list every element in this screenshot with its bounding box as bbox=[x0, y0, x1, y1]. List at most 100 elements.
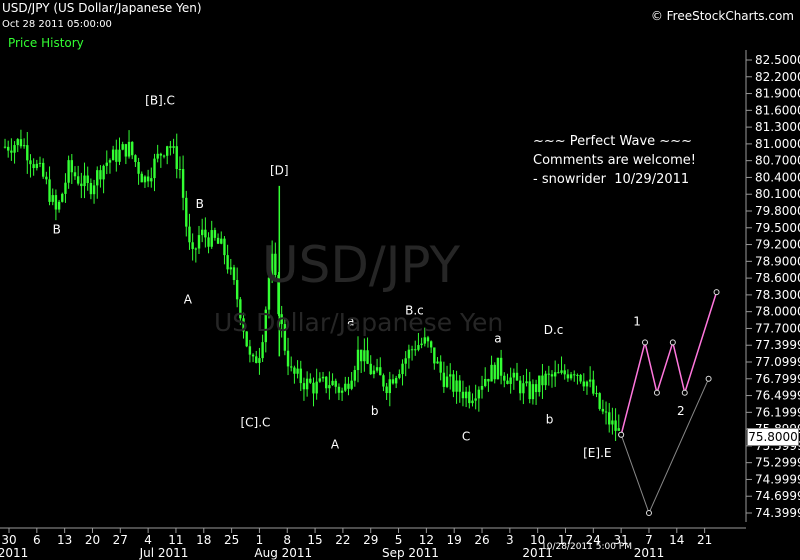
x-tick-label: 3 bbox=[506, 533, 514, 547]
wave-label: D.c bbox=[544, 323, 564, 337]
candle-body bbox=[19, 139, 23, 147]
x-tick-label: 13 bbox=[57, 533, 72, 547]
note-line-1: ~~~ Perfect Wave ~~~ bbox=[533, 134, 692, 149]
wave-label: B.c bbox=[405, 303, 424, 317]
watermark-symbol: USD/JPY bbox=[262, 236, 461, 294]
x-tick-label: 18 bbox=[196, 533, 211, 547]
candlestick-series bbox=[3, 129, 620, 441]
candle-body bbox=[372, 370, 376, 375]
candle-body bbox=[474, 398, 477, 401]
candle-body bbox=[277, 274, 280, 315]
candle-body bbox=[452, 374, 455, 392]
x-tick-label: 14 bbox=[669, 533, 684, 547]
candle-body bbox=[461, 391, 465, 399]
candle-body bbox=[283, 324, 287, 351]
candle-body bbox=[48, 179, 51, 202]
candle-body bbox=[172, 146, 175, 148]
candle-body bbox=[83, 175, 86, 187]
candle-body bbox=[143, 176, 147, 183]
candle-body bbox=[105, 162, 108, 166]
candle-body bbox=[175, 146, 178, 170]
candle-body bbox=[270, 253, 274, 278]
copyright-text[interactable]: © FreeStockCharts.com bbox=[650, 9, 794, 23]
candle-body bbox=[436, 361, 439, 364]
candle-body bbox=[162, 155, 166, 157]
candle-body bbox=[80, 183, 83, 187]
candle-body bbox=[239, 299, 242, 319]
y-tick-label: 74.9999 bbox=[755, 472, 800, 486]
candle-body bbox=[344, 383, 347, 391]
candle-body bbox=[3, 146, 7, 148]
candle-body bbox=[398, 374, 401, 378]
last-bar-timestamp: 10/28/2011 5:00 PM bbox=[541, 542, 632, 552]
candle-body bbox=[404, 358, 407, 364]
y-tick-label: 80.1000 bbox=[755, 187, 800, 201]
candle-body bbox=[191, 242, 194, 249]
candle-body bbox=[369, 363, 372, 375]
y-tick-label: 78.9000 bbox=[755, 254, 800, 268]
candle-body bbox=[232, 267, 236, 281]
candle-body bbox=[169, 146, 172, 148]
candle-body bbox=[385, 386, 388, 394]
candle-body bbox=[35, 163, 39, 169]
candle-body bbox=[296, 368, 299, 374]
wave-label: 1 bbox=[633, 315, 641, 329]
candle-body bbox=[423, 337, 426, 344]
candle-body bbox=[210, 230, 213, 247]
candle-body bbox=[541, 375, 544, 386]
candle-body bbox=[38, 162, 42, 164]
y-tick-label: 77.0999 bbox=[755, 355, 800, 369]
candle-body bbox=[280, 314, 283, 325]
candle-body bbox=[487, 378, 490, 382]
candle-body bbox=[7, 146, 10, 151]
x-tick-label: 15 bbox=[307, 533, 322, 547]
y-tick-label: 79.2000 bbox=[755, 238, 800, 252]
price-history-label[interactable]: Price History bbox=[8, 36, 84, 50]
candle-body bbox=[146, 176, 150, 182]
candle-body bbox=[512, 372, 516, 378]
wave-label: a bbox=[347, 315, 354, 329]
candle-body bbox=[401, 363, 404, 375]
x-tick-label: 5 bbox=[395, 533, 403, 547]
candle-body bbox=[496, 357, 500, 380]
candle-body bbox=[458, 380, 461, 392]
x-month-label: 2011 bbox=[522, 546, 553, 560]
candle-body bbox=[302, 383, 306, 390]
projection-node bbox=[669, 339, 676, 346]
candle-body bbox=[617, 428, 620, 431]
y-tick-label: 82.5000 bbox=[755, 53, 800, 67]
candle-body bbox=[359, 349, 363, 362]
x-tick-label: 31 bbox=[614, 533, 629, 547]
x-month-label: Sep 2011 bbox=[382, 546, 439, 560]
candle-body bbox=[220, 238, 223, 244]
candle-body bbox=[124, 144, 128, 157]
y-tick-label: 74.3999 bbox=[755, 506, 800, 520]
candle-body bbox=[553, 372, 557, 377]
candle-body bbox=[449, 374, 452, 377]
candle-body bbox=[592, 379, 595, 394]
candle-body bbox=[410, 349, 414, 351]
candle-body bbox=[64, 182, 67, 194]
wave-label: A bbox=[331, 438, 340, 452]
candle-body bbox=[45, 176, 48, 180]
candle-body bbox=[534, 384, 538, 393]
candle-body bbox=[258, 358, 261, 363]
candle-body bbox=[131, 141, 134, 156]
projection-node bbox=[713, 289, 720, 296]
candle-body bbox=[503, 375, 506, 381]
candle-body bbox=[121, 144, 124, 150]
candle-body bbox=[134, 155, 137, 163]
y-tick-label: 77.3999 bbox=[755, 338, 800, 352]
candle-body bbox=[439, 361, 442, 373]
x-tick-label: 4 bbox=[144, 533, 152, 547]
wave-label: b bbox=[546, 413, 554, 427]
candle-body bbox=[347, 383, 350, 389]
candle-body bbox=[366, 350, 369, 364]
candle-body bbox=[32, 164, 35, 169]
candle-body bbox=[73, 172, 77, 177]
x-tick-label: 12 bbox=[419, 533, 434, 547]
candle-body bbox=[255, 356, 258, 363]
y-tick-label: 80.4000 bbox=[755, 170, 800, 184]
